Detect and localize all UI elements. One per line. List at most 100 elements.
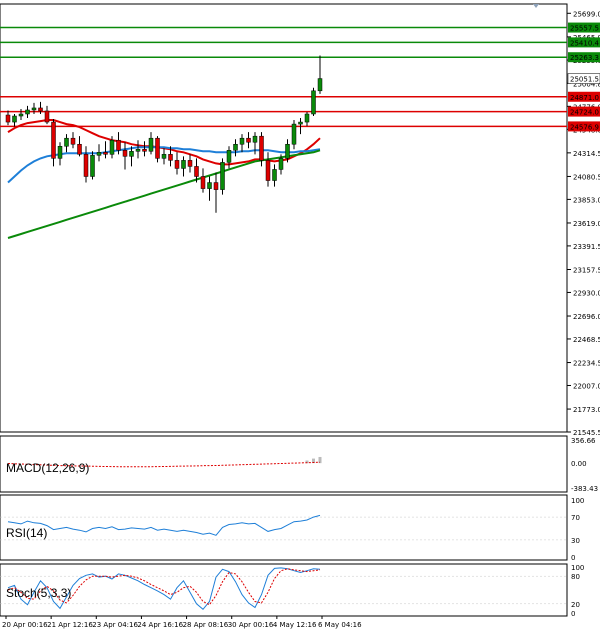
candle-body [317,78,323,92]
candle-body [142,149,147,152]
time-axis-label: 4 May 12:16 [273,621,317,629]
price-axis-label: 24314.5 [573,150,600,158]
rsi-title: RSI(14) [6,526,47,540]
candle-body [161,154,167,159]
candle-body [207,182,212,189]
stochastic-title: Stoch(5,3,3) [6,586,71,600]
stochastic-signal-line [7,568,321,606]
candle-body [12,115,17,123]
candle-body [272,169,277,181]
level-label-box [568,37,600,48]
stochastic-axis-label: 100 [571,564,584,572]
time-axis-label: 21 Apr 12:16 [47,621,93,629]
candle-body [122,150,128,157]
candle-body [220,162,225,190]
stochastic-axis-label: 20 [571,601,580,609]
level-lines: 25557.5 25410.4 25263.3 24871.0 24724.0 24576… [0,22,600,132]
candle-body [200,176,206,189]
price-axis-label: 21773.0 [573,406,600,414]
macd-signal-line [7,461,321,468]
level-label-box [568,106,600,117]
candle-body [239,137,245,145]
time-axis-label: 28 Apr 08:16 [183,621,229,629]
candle-body [135,149,141,152]
stochastic-axis-label: 80 [571,573,580,581]
candle-body [278,158,284,170]
time-axis-label: 20 Apr 00:16 [2,621,48,629]
candle-body [285,143,290,159]
price-axis-label: 24080.5 [573,173,600,181]
macd-plot [7,456,322,468]
candle-body [194,166,199,177]
candle-body [148,137,154,152]
macd-axis-label: 0.00 [571,460,587,468]
candle-body [311,90,316,115]
candle-body [83,154,89,177]
rsi-axis: 100 70 30 0 [571,497,584,562]
macd-title: MACD(12,26,9) [6,461,89,475]
level-label-box [568,91,600,102]
stochastic-main-line [7,567,321,611]
candle-body [226,150,232,163]
stochastic-axis-label: 0 [571,610,575,618]
candle-body [77,143,82,155]
time-axis-label: 24 Apr 16:16 [137,621,183,629]
level-label: 24871.0 [570,94,599,102]
candle-body [298,121,303,125]
current-price-text: 25051.5 [570,76,599,84]
time-axis-label: 23 Apr 04:16 [92,621,138,629]
rsi-axis-label: 100 [571,497,584,505]
rsi-panel[interactable]: 100 70 30 0 RSI(14) [0,494,584,562]
stochastic-panel-frame [0,563,568,617]
price-axis-label: 22696.0 [573,313,600,321]
rsi-line [7,514,321,536]
macd-panel[interactable]: 356.66 0.00 -383.43 MACD(12,26,9) [0,435,598,493]
chart-shift-marker-icon[interactable] [533,4,539,8]
candle-body [57,146,63,159]
candle-body [116,139,121,151]
candle-body [103,152,108,155]
stochastic-plot [0,567,567,611]
candle-body [38,107,43,112]
rsi-axis-label: 0 [571,554,575,562]
candle-body [70,137,76,145]
candle-body [233,143,238,151]
candle-body [291,123,297,145]
macd-axis: 356.66 0.00 -383.43 [571,437,598,493]
candle-body [129,151,134,157]
candle-body [25,109,30,115]
price-axis-label: 22930.0 [573,289,600,297]
macd-histogram-bar [312,458,315,464]
candle-body [44,110,50,123]
rsi-axis-label: 70 [571,514,580,522]
candle-body [259,135,264,161]
candle-body [213,182,219,190]
level-label: 24576.9 [570,123,599,131]
price-panel[interactable]: 25699.025465.025235.025004.824776.024548… [0,3,600,437]
price-axis-label: 21545.5 [573,429,600,437]
level-label: 25557.5 [570,25,599,33]
candle-body [5,114,11,123]
level-label-box [568,121,600,132]
candle-body [90,155,95,177]
price-axis-label: 22234.5 [573,360,600,368]
candle-body [96,152,102,156]
level-label: 25410.4 [570,39,599,47]
time-axis-label: 30 Apr 00:16 [228,621,274,629]
candle-body [304,113,310,123]
candle-body [246,137,251,143]
candles [5,55,323,213]
macd-histogram-bar [305,460,309,464]
level-label-box [568,22,600,33]
time-axis-label: 6 May 04:16 [318,621,362,629]
macd-axis-label: -383.43 [571,485,598,493]
price-axis-label: 25004.8 [573,80,600,88]
candle-body [265,160,271,181]
candle-body [31,107,37,111]
candle-body [51,121,56,159]
candle-body [109,139,115,155]
price-axis-label: 23391.5 [573,243,600,251]
